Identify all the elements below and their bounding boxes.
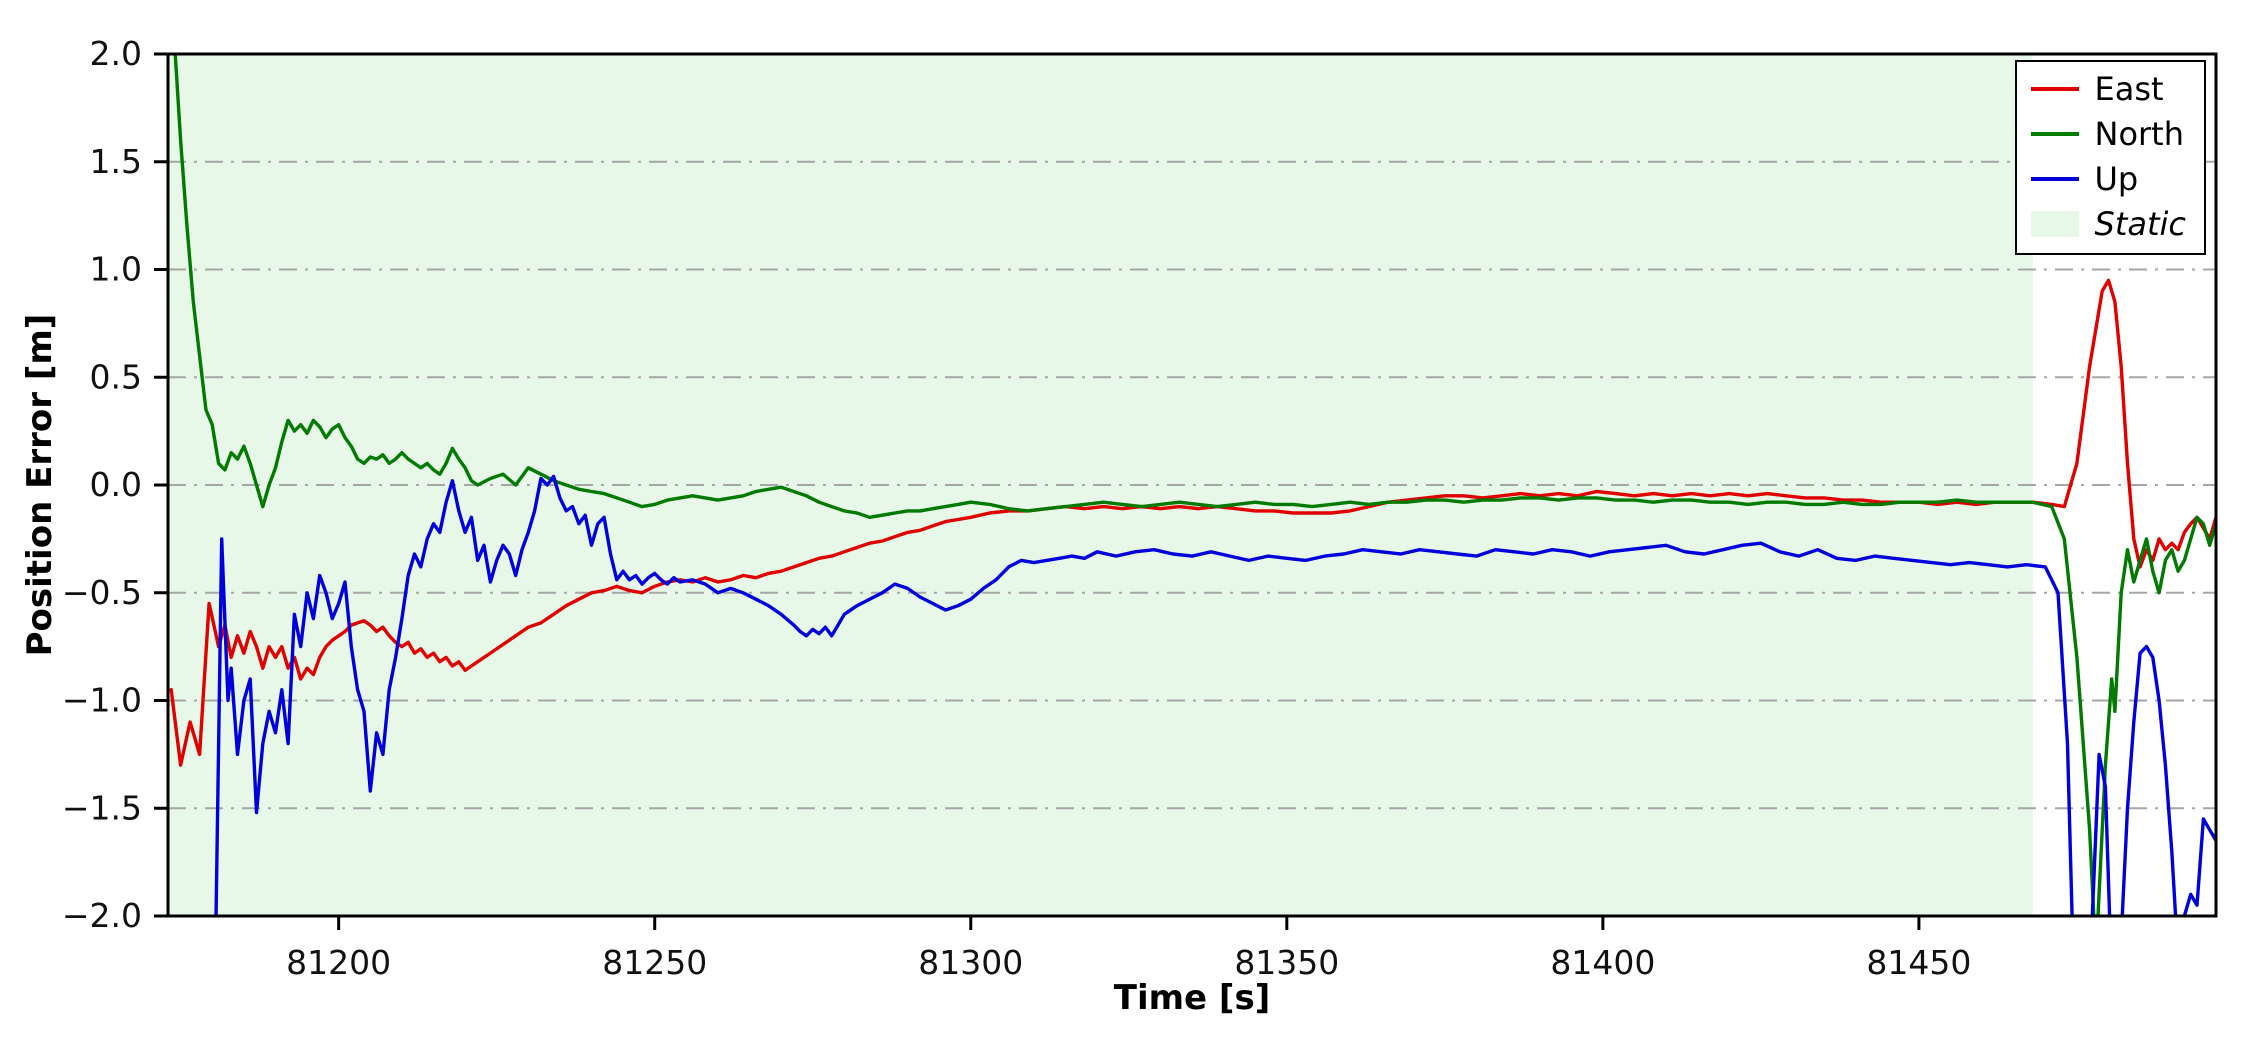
svg-text:2.0: 2.0: [90, 34, 142, 73]
legend-label-up: Up: [2094, 160, 2139, 198]
svg-text:81250: 81250: [602, 943, 707, 982]
svg-text:0.0: 0.0: [90, 465, 142, 504]
legend-entry-north: North: [2030, 115, 2187, 153]
legend-label-static: Static: [2094, 205, 2187, 243]
east-line-swatch: [2030, 87, 2079, 91]
up-line-swatch: [2030, 177, 2079, 181]
y-axis-label: Position Error [m]: [20, 313, 60, 657]
legend-label-north: North: [2094, 115, 2185, 153]
legend-entry-east: East: [2030, 70, 2187, 108]
legend-entry-static: Static: [2030, 205, 2187, 243]
svg-text:0.5: 0.5: [90, 357, 142, 396]
svg-text:−2.0: −2.0: [62, 896, 142, 935]
svg-text:−0.5: −0.5: [62, 573, 142, 612]
svg-text:1.5: 1.5: [90, 142, 142, 181]
north-line-swatch: [2030, 132, 2079, 136]
svg-text:−1.5: −1.5: [62, 788, 142, 827]
svg-text:81400: 81400: [1550, 943, 1655, 982]
svg-text:1.0: 1.0: [90, 250, 142, 289]
static-patch-swatch: [2030, 211, 2079, 237]
legend-label-east: East: [2094, 70, 2164, 108]
svg-text:81300: 81300: [918, 943, 1023, 982]
svg-text:81350: 81350: [1234, 943, 1339, 982]
x-axis-label: Time [s]: [1113, 978, 1271, 1018]
svg-text:−1.0: −1.0: [62, 681, 142, 720]
svg-text:81200: 81200: [286, 943, 391, 982]
legend: East North Up Static: [2014, 60, 2206, 255]
svg-text:81450: 81450: [1866, 943, 1971, 982]
legend-entry-up: Up: [2030, 160, 2187, 198]
